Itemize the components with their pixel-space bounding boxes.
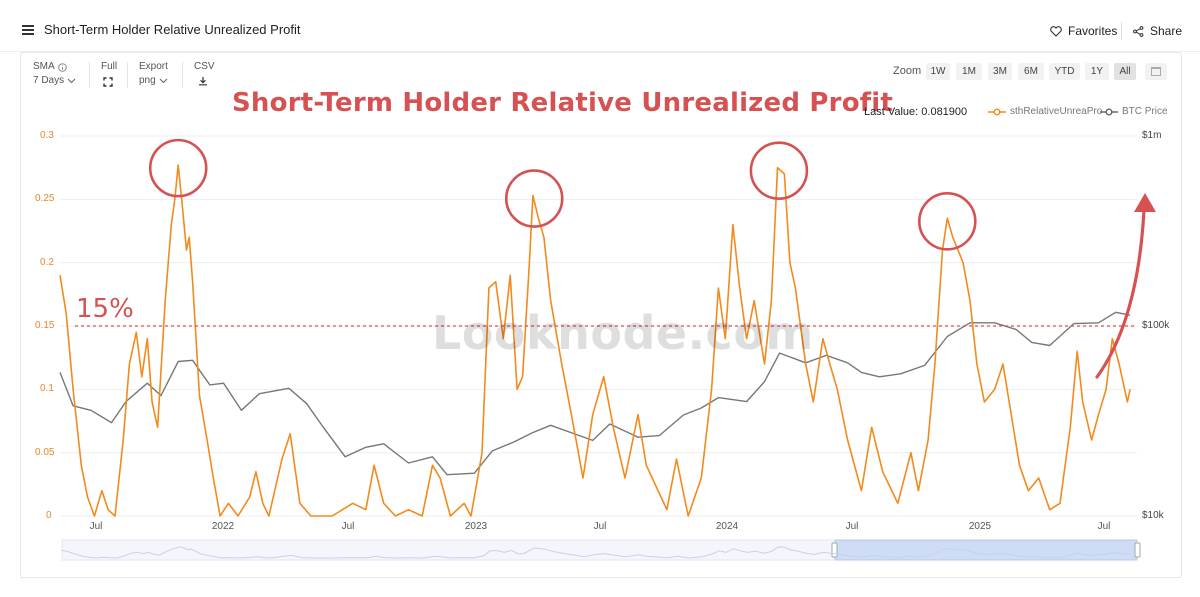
menu-icon[interactable] <box>22 25 34 35</box>
trend-arrow-shaft <box>1095 208 1146 379</box>
info-icon <box>57 62 67 72</box>
y2-tick-label: $10k <box>1142 510 1164 521</box>
y-tick-label: 0.25 <box>35 193 55 204</box>
favorites-button[interactable]: Favorites <box>1050 24 1117 38</box>
header-divider <box>1121 22 1122 40</box>
legend-label-profit: sthRelativeUnreaPro <box>1010 106 1103 117</box>
share-button[interactable]: Share <box>1133 24 1182 38</box>
share-label: Share <box>1150 24 1183 38</box>
peak-circle <box>749 141 809 200</box>
y-tick-label: 0 <box>46 510 52 521</box>
fullscreen-icon <box>103 77 113 87</box>
trend-arrow-head <box>1134 193 1156 212</box>
export-value: png <box>139 75 156 86</box>
sma-control[interactable]: SMA 7 Days <box>33 60 76 88</box>
navigator-handle-right <box>1134 542 1141 558</box>
x-tick-label: Jul <box>341 521 355 532</box>
zoom-ytd-button[interactable]: YTD <box>1049 63 1080 80</box>
csv-button[interactable]: CSV <box>194 60 215 91</box>
x-tick-label: 2023 <box>464 521 488 532</box>
legend-item-btc[interactable]: BTC Price <box>1100 106 1168 117</box>
watermark: Looknode.com <box>432 306 814 360</box>
calendar-icon <box>1151 67 1161 76</box>
y-tick-label: 0.1 <box>40 383 54 394</box>
y-tick-label: 0.15 <box>35 320 55 331</box>
threshold-label: 15% <box>76 294 134 324</box>
x-tick-label: 2024 <box>715 521 739 532</box>
full-label: Full <box>101 61 118 72</box>
fullscreen-button[interactable]: Full <box>101 60 117 92</box>
range-navigator <box>61 539 1141 561</box>
zoom-label: Zoom <box>893 65 922 77</box>
top-bar: Short-Term Holder Relative Unrealized Pr… <box>0 0 1200 52</box>
zoom-6m-button[interactable]: 6M <box>1018 63 1044 80</box>
peak-circle <box>504 169 564 228</box>
x-tick-label: 2022 <box>211 521 235 532</box>
legend-line-icon <box>988 108 1006 115</box>
sth-relative-unrealized-profit-line <box>59 164 1131 517</box>
export-label: Export <box>139 61 168 72</box>
zoom-1y-button[interactable]: 1Y <box>1085 63 1109 80</box>
chart-card <box>20 52 1182 578</box>
calendar-button[interactable] <box>1145 63 1167 80</box>
download-icon <box>199 77 207 86</box>
zoom-1w-button[interactable]: 1W <box>926 63 950 80</box>
chevron-down-icon <box>159 78 168 84</box>
peak-circle <box>148 138 208 198</box>
sma-value: 7 Days <box>33 75 65 86</box>
navigator-selection <box>834 539 1138 561</box>
legend-item-profit[interactable]: sthRelativeUnreaPro <box>988 106 1102 117</box>
y-tick-label: 0.05 <box>35 447 55 458</box>
y2-tick-label: $100k <box>1142 320 1170 331</box>
zoom-1m-button[interactable]: 1M <box>956 63 982 80</box>
legend-label-btc: BTC Price <box>1122 106 1168 117</box>
heart-icon <box>1050 25 1062 37</box>
chart-title: Short-Term Holder Relative Unrealized Pr… <box>232 88 894 118</box>
x-tick-label: 2025 <box>968 521 992 532</box>
y-tick-label: 0.2 <box>40 257 54 268</box>
toolbar-divider <box>182 62 183 88</box>
x-tick-label: Jul <box>593 521 607 532</box>
sma-label: SMA <box>33 61 55 72</box>
zoom-all-button[interactable]: All <box>1114 63 1136 80</box>
x-tick-label: Jul <box>89 521 103 532</box>
toolbar-divider <box>89 62 90 88</box>
export-control[interactable]: Export png <box>139 60 168 88</box>
zoom-3m-button[interactable]: 3M <box>988 63 1012 80</box>
toolbar-divider <box>127 62 128 88</box>
navigator-series <box>61 546 1131 559</box>
chevron-down-icon <box>67 78 76 84</box>
favorites-label: Favorites <box>1068 24 1118 38</box>
page-title: Short-Term Holder Relative Unrealized Pr… <box>44 22 301 37</box>
annotation-layer <box>75 138 1156 379</box>
csv-label: CSV <box>194 61 215 72</box>
y2-tick-label: $1m <box>1142 130 1162 141</box>
x-tick-label: Jul <box>1097 521 1111 532</box>
x-tick-label: Jul <box>845 521 859 532</box>
peak-circle <box>918 192 977 251</box>
share-icon <box>1133 25 1144 37</box>
y-tick-label: 0.3 <box>40 130 54 141</box>
legend-line-icon <box>1100 108 1118 115</box>
last-value: Last Value: 0.081900 <box>864 106 968 118</box>
navigator-handle-left <box>831 542 838 558</box>
